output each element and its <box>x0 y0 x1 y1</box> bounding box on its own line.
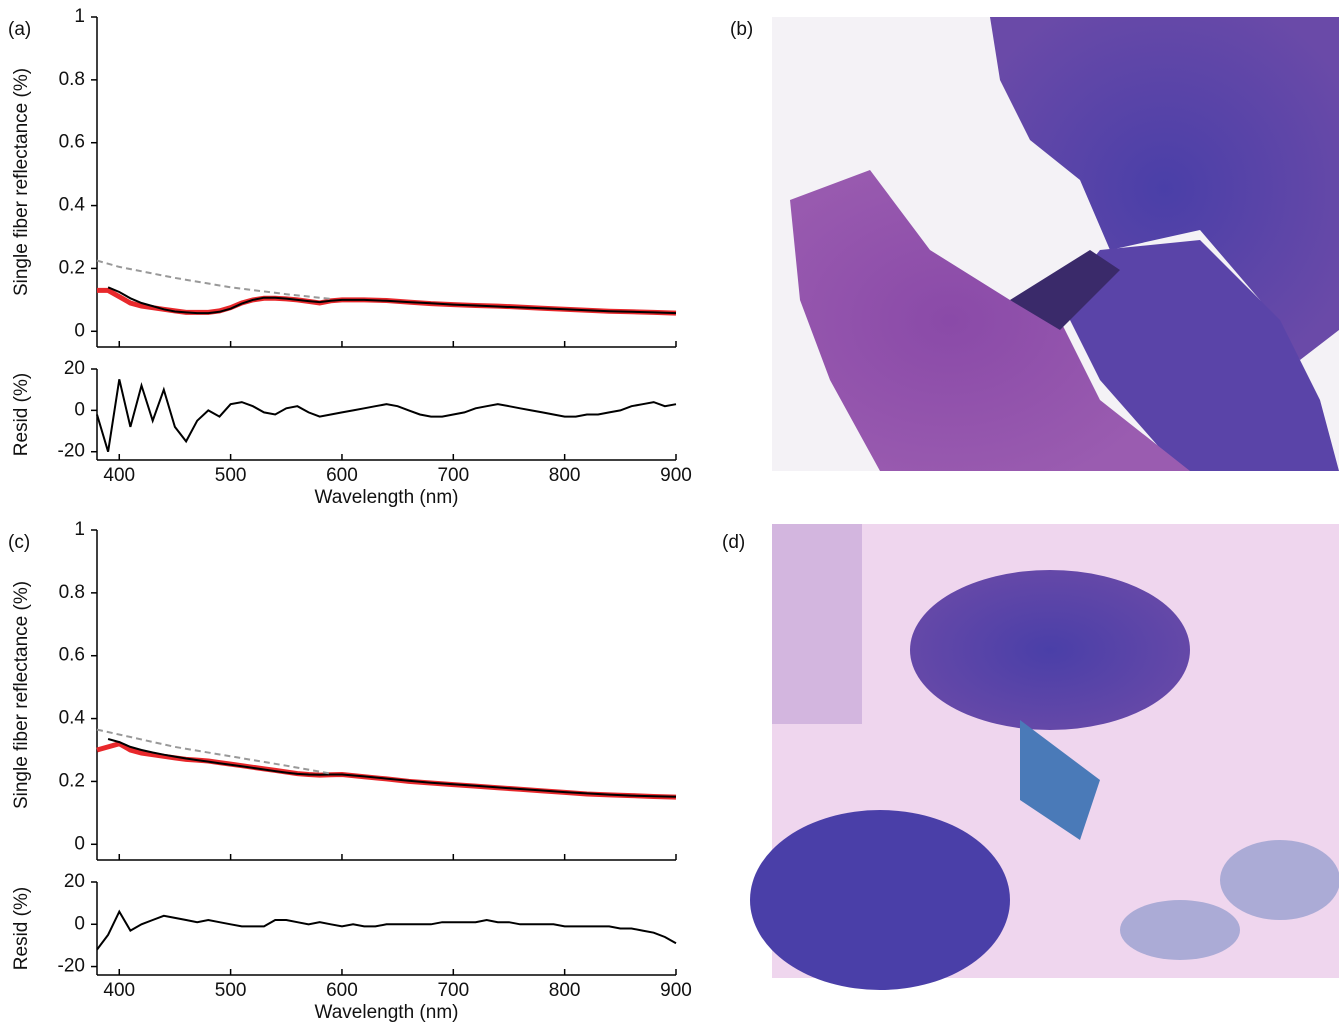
data-line <box>107 738 677 798</box>
micrograph-d <box>750 524 1339 990</box>
y-tick-label: 0.4 <box>59 195 86 216</box>
y-tick-label: 0.6 <box>59 132 85 153</box>
x-tick-label: 600 <box>326 465 358 486</box>
micrograph-b <box>772 17 1339 471</box>
y-axis-label: Single fiber reflectance (%) <box>11 68 32 296</box>
y-tick-label: 0 <box>74 833 85 854</box>
x-tick-label: 500 <box>215 980 247 1001</box>
x-tick-label: 700 <box>437 980 469 1001</box>
y-tick-label: -20 <box>58 441 85 462</box>
y-tick-label: 0.4 <box>59 708 86 729</box>
data-line <box>96 909 677 951</box>
y-tick-label: 0.2 <box>59 770 85 791</box>
y-tick-label: 0.6 <box>59 645 85 666</box>
x-tick-label: 400 <box>103 980 135 1001</box>
x-axis-label: Wavelength (nm) <box>315 487 459 508</box>
data-line <box>96 379 677 452</box>
x-tick-label: 900 <box>660 465 692 486</box>
y-tick-label: 0 <box>74 913 85 934</box>
x-tick-label: 400 <box>103 465 135 486</box>
y-tick-label: 0.2 <box>59 257 85 278</box>
data-line <box>96 259 331 300</box>
y-axis-label: Resid (%) <box>11 887 32 970</box>
x-axis-label: Wavelength (nm) <box>315 1002 459 1023</box>
x-tick-label: 500 <box>215 465 247 486</box>
y-tick-label: 1 <box>74 519 85 540</box>
x-tick-label: 800 <box>549 465 581 486</box>
y-tick-label: 0.8 <box>59 582 85 603</box>
x-tick-label: 600 <box>326 980 358 1001</box>
y-tick-label: 20 <box>64 871 85 892</box>
y-axis-label: Resid (%) <box>11 373 32 456</box>
data-line <box>96 728 331 775</box>
x-tick-label: 800 <box>549 980 581 1001</box>
x-tick-label: 700 <box>437 465 469 486</box>
y-tick-label: 0.8 <box>59 69 85 90</box>
panel-label: (a) <box>8 19 31 40</box>
y-axis-label: Single fiber reflectance (%) <box>11 581 32 809</box>
panel-label: (d) <box>722 532 745 553</box>
y-tick-label: 20 <box>64 358 85 379</box>
x-tick-label: 900 <box>660 980 692 1001</box>
data-line <box>96 741 677 800</box>
data-line <box>107 286 677 315</box>
y-tick-label: -20 <box>58 956 85 977</box>
y-tick-label: 0 <box>74 320 85 341</box>
y-tick-label: 0 <box>74 399 85 420</box>
panel-label: (c) <box>8 532 30 553</box>
y-tick-label: 1 <box>74 6 85 27</box>
panel-label: (b) <box>730 19 753 40</box>
